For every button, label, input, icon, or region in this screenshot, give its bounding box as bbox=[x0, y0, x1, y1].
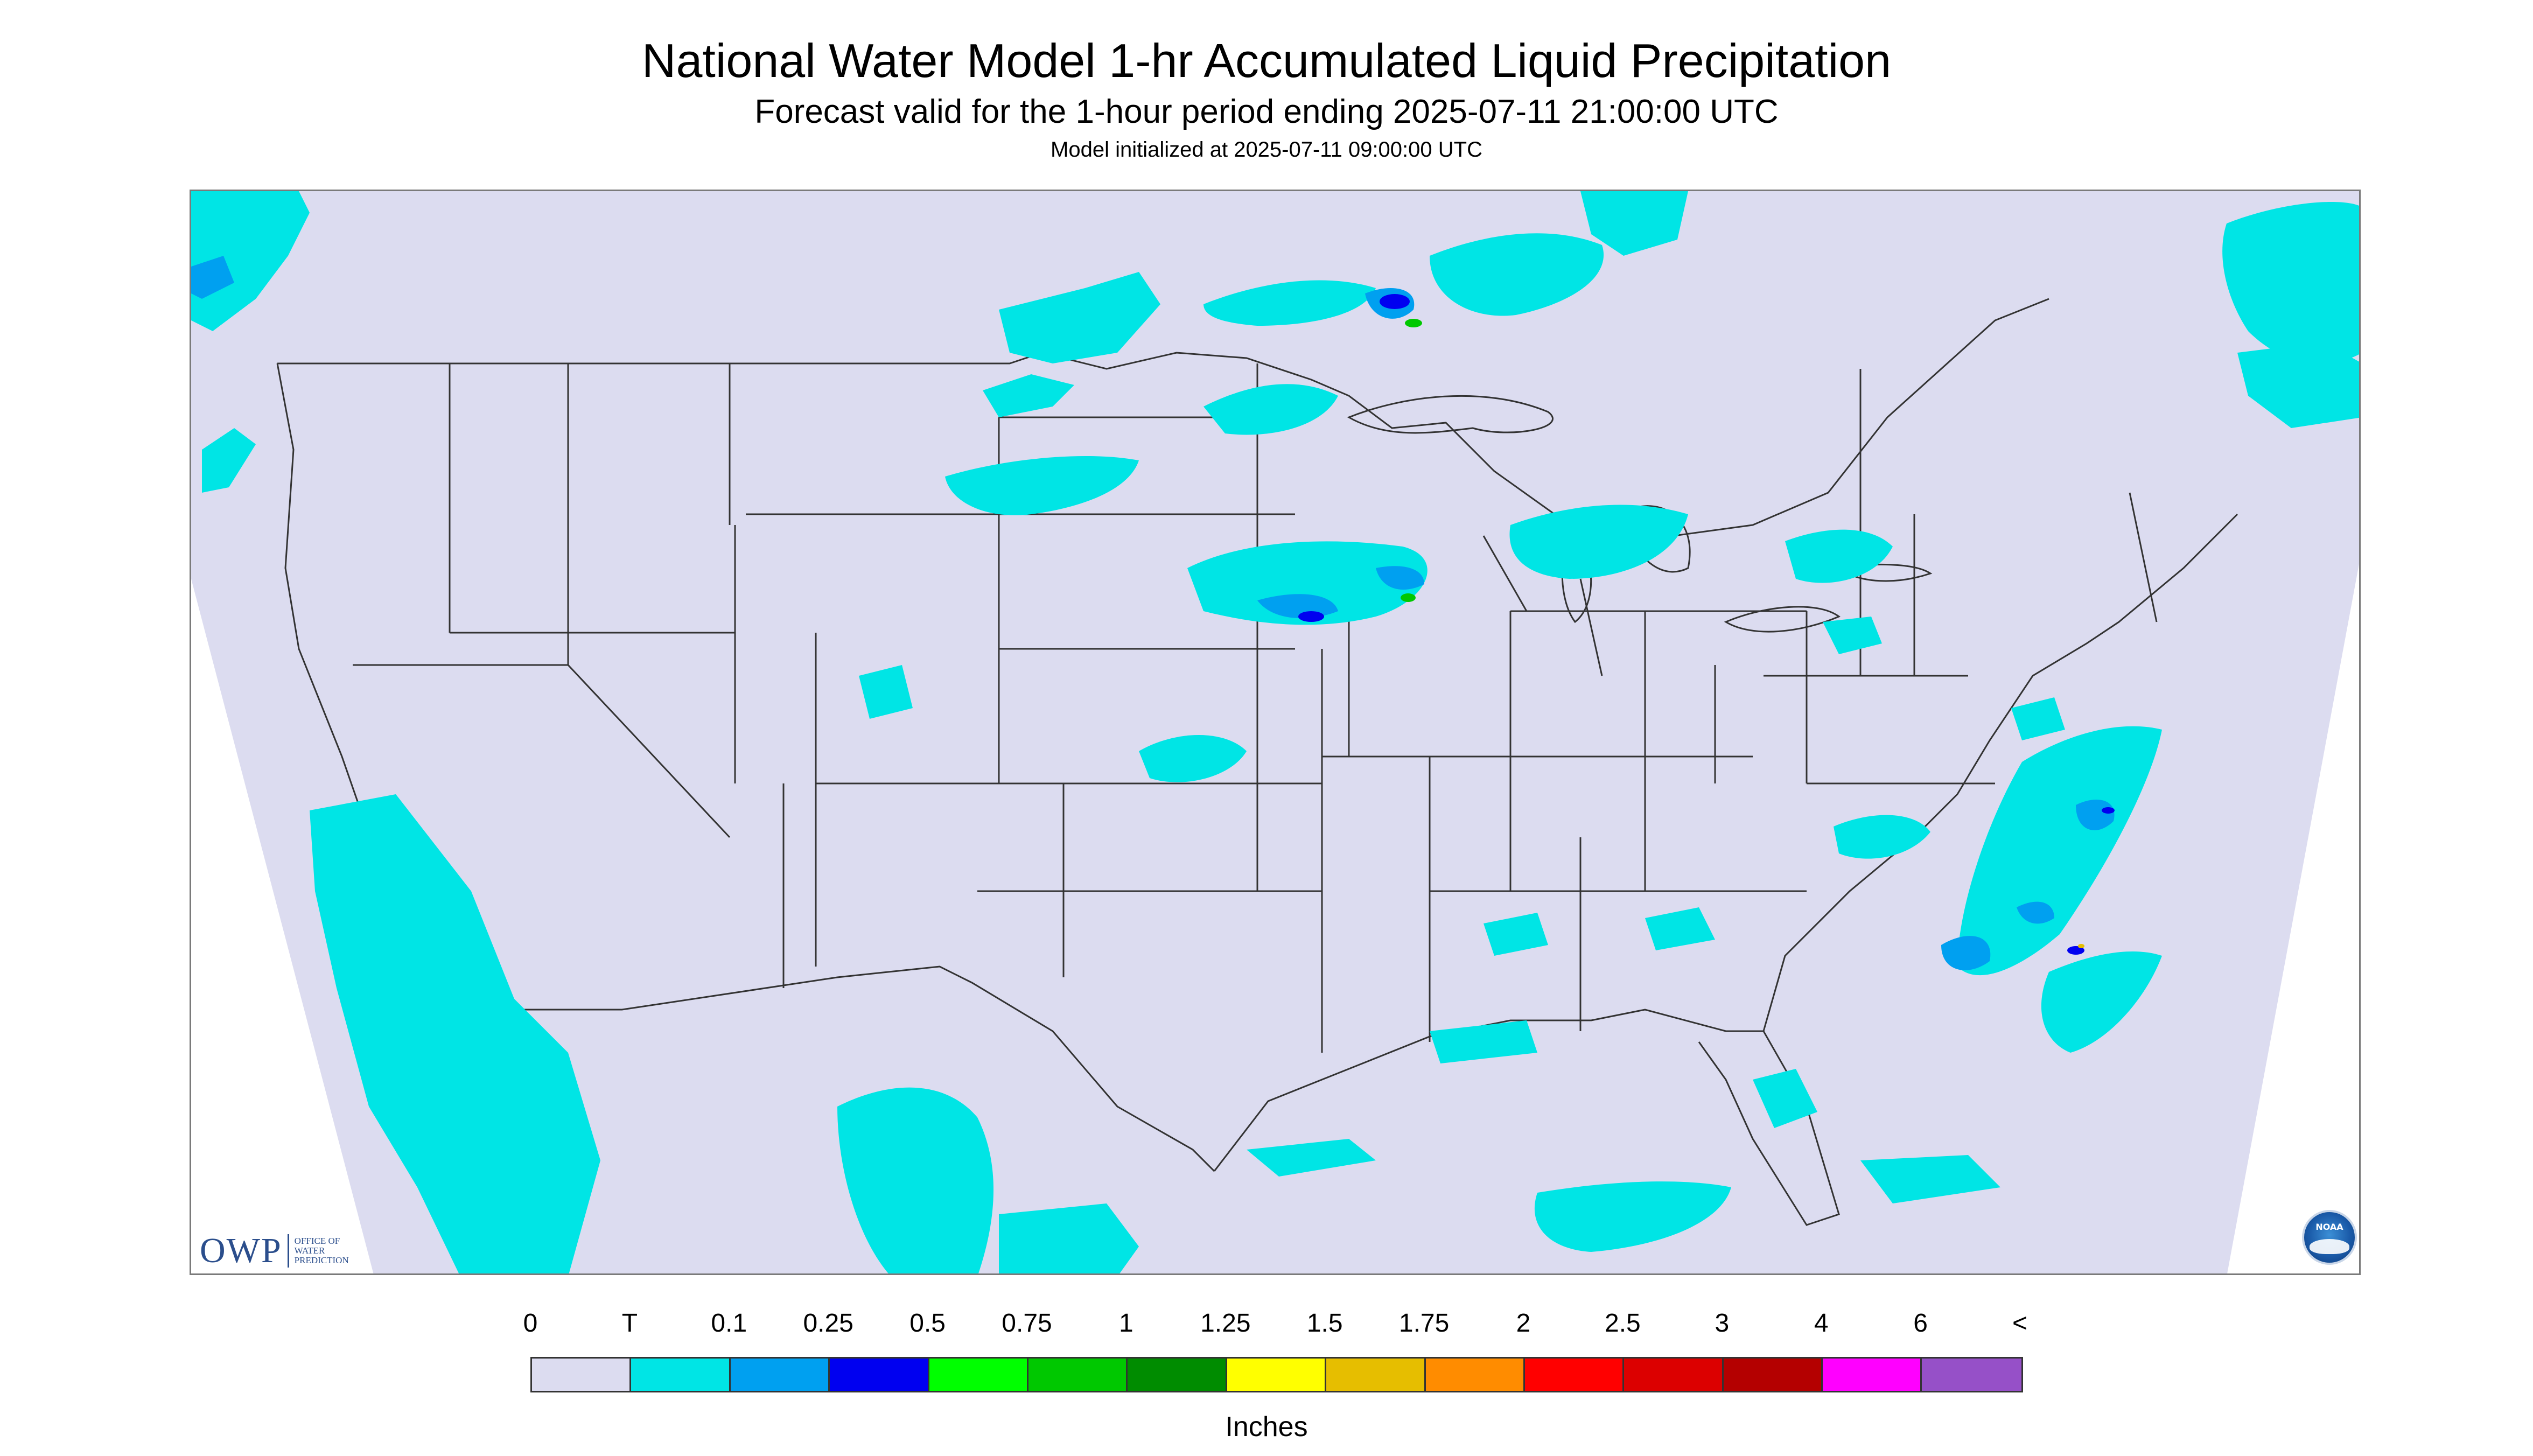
legend-swatch bbox=[631, 1359, 731, 1391]
legend-swatch bbox=[1624, 1359, 1724, 1391]
atlantic-coast bbox=[1762, 513, 2238, 1032]
legend-colorbar bbox=[530, 1357, 2023, 1392]
us-mexico-border bbox=[520, 965, 1215, 1172]
legend-swatch bbox=[1028, 1359, 1128, 1391]
legend-swatch bbox=[1326, 1359, 1426, 1391]
legend-swatch bbox=[1922, 1359, 2021, 1391]
legend-swatch bbox=[1227, 1359, 1327, 1391]
legend-swatch bbox=[1524, 1359, 1625, 1391]
legend-label: 0.25 bbox=[803, 1309, 853, 1338]
owp-logo-divider bbox=[287, 1234, 289, 1268]
legend-label: < bbox=[2012, 1309, 2028, 1338]
noaa-logo: NOAA bbox=[2302, 1210, 2357, 1265]
legend-swatch bbox=[830, 1359, 929, 1391]
legend-label: 6 bbox=[1913, 1309, 1928, 1338]
legend-label: 4 bbox=[1814, 1309, 1829, 1338]
legend-label: 2.5 bbox=[1605, 1309, 1641, 1338]
map-canvas bbox=[191, 191, 2359, 1273]
legend-label: 1 bbox=[1119, 1309, 1133, 1338]
legend-swatch bbox=[1425, 1359, 1525, 1391]
legend-label: 0.5 bbox=[909, 1309, 946, 1338]
legend-label: 0 bbox=[523, 1309, 538, 1338]
legend-label: 2 bbox=[1516, 1309, 1531, 1338]
precip-heavy-cores bbox=[1298, 294, 2115, 955]
us-canada-border bbox=[277, 298, 2049, 542]
precipitation-map: OWP OFFICE OF WATER PREDICTION NOAA bbox=[190, 190, 2361, 1275]
legend-label: 0.1 bbox=[711, 1309, 747, 1338]
legend-swatch bbox=[730, 1359, 830, 1391]
noaa-logo-text: NOAA bbox=[2315, 1222, 2343, 1232]
legend-units: Inches bbox=[1225, 1411, 1308, 1443]
legend-swatch bbox=[532, 1359, 632, 1391]
map-title: National Water Model 1-hr Accumulated Li… bbox=[641, 34, 1892, 87]
legend-labels: 0 T 0.1 0.25 0.5 0.75 1 1.25 1.5 1.75 2 2.5 3 4 6 < bbox=[0, 1308, 2533, 1341]
legend-label: 1.75 bbox=[1398, 1309, 1450, 1338]
precip-trace-areas bbox=[191, 191, 2359, 1273]
noaa-wave-icon bbox=[2310, 1239, 2349, 1254]
legend-label: T bbox=[621, 1309, 638, 1338]
model-domain bbox=[191, 191, 2359, 1273]
legend-swatch bbox=[1128, 1359, 1227, 1391]
legend-label: 3 bbox=[1715, 1309, 1730, 1338]
model-init-text: Model initialized at 2025-07-11 09:00:00… bbox=[1051, 138, 1482, 162]
gulf-coast bbox=[1213, 1009, 1840, 1226]
owp-logo: OWP OFFICE OF WATER PREDICTION bbox=[200, 1230, 359, 1271]
forecast-valid-subtitle: Forecast valid for the 1-hour period end… bbox=[754, 93, 1779, 130]
legend-swatch bbox=[1823, 1359, 1922, 1391]
legend-label: 0.75 bbox=[1002, 1309, 1052, 1338]
legend-swatch bbox=[1723, 1359, 1823, 1391]
owp-logo-text: OFFICE OF WATER PREDICTION bbox=[294, 1236, 349, 1265]
legend-label: 1.25 bbox=[1200, 1309, 1251, 1338]
legend-swatch bbox=[929, 1359, 1028, 1391]
legend-label: 1.5 bbox=[1306, 1309, 1343, 1338]
owp-logo-mark: OWP bbox=[200, 1231, 282, 1270]
